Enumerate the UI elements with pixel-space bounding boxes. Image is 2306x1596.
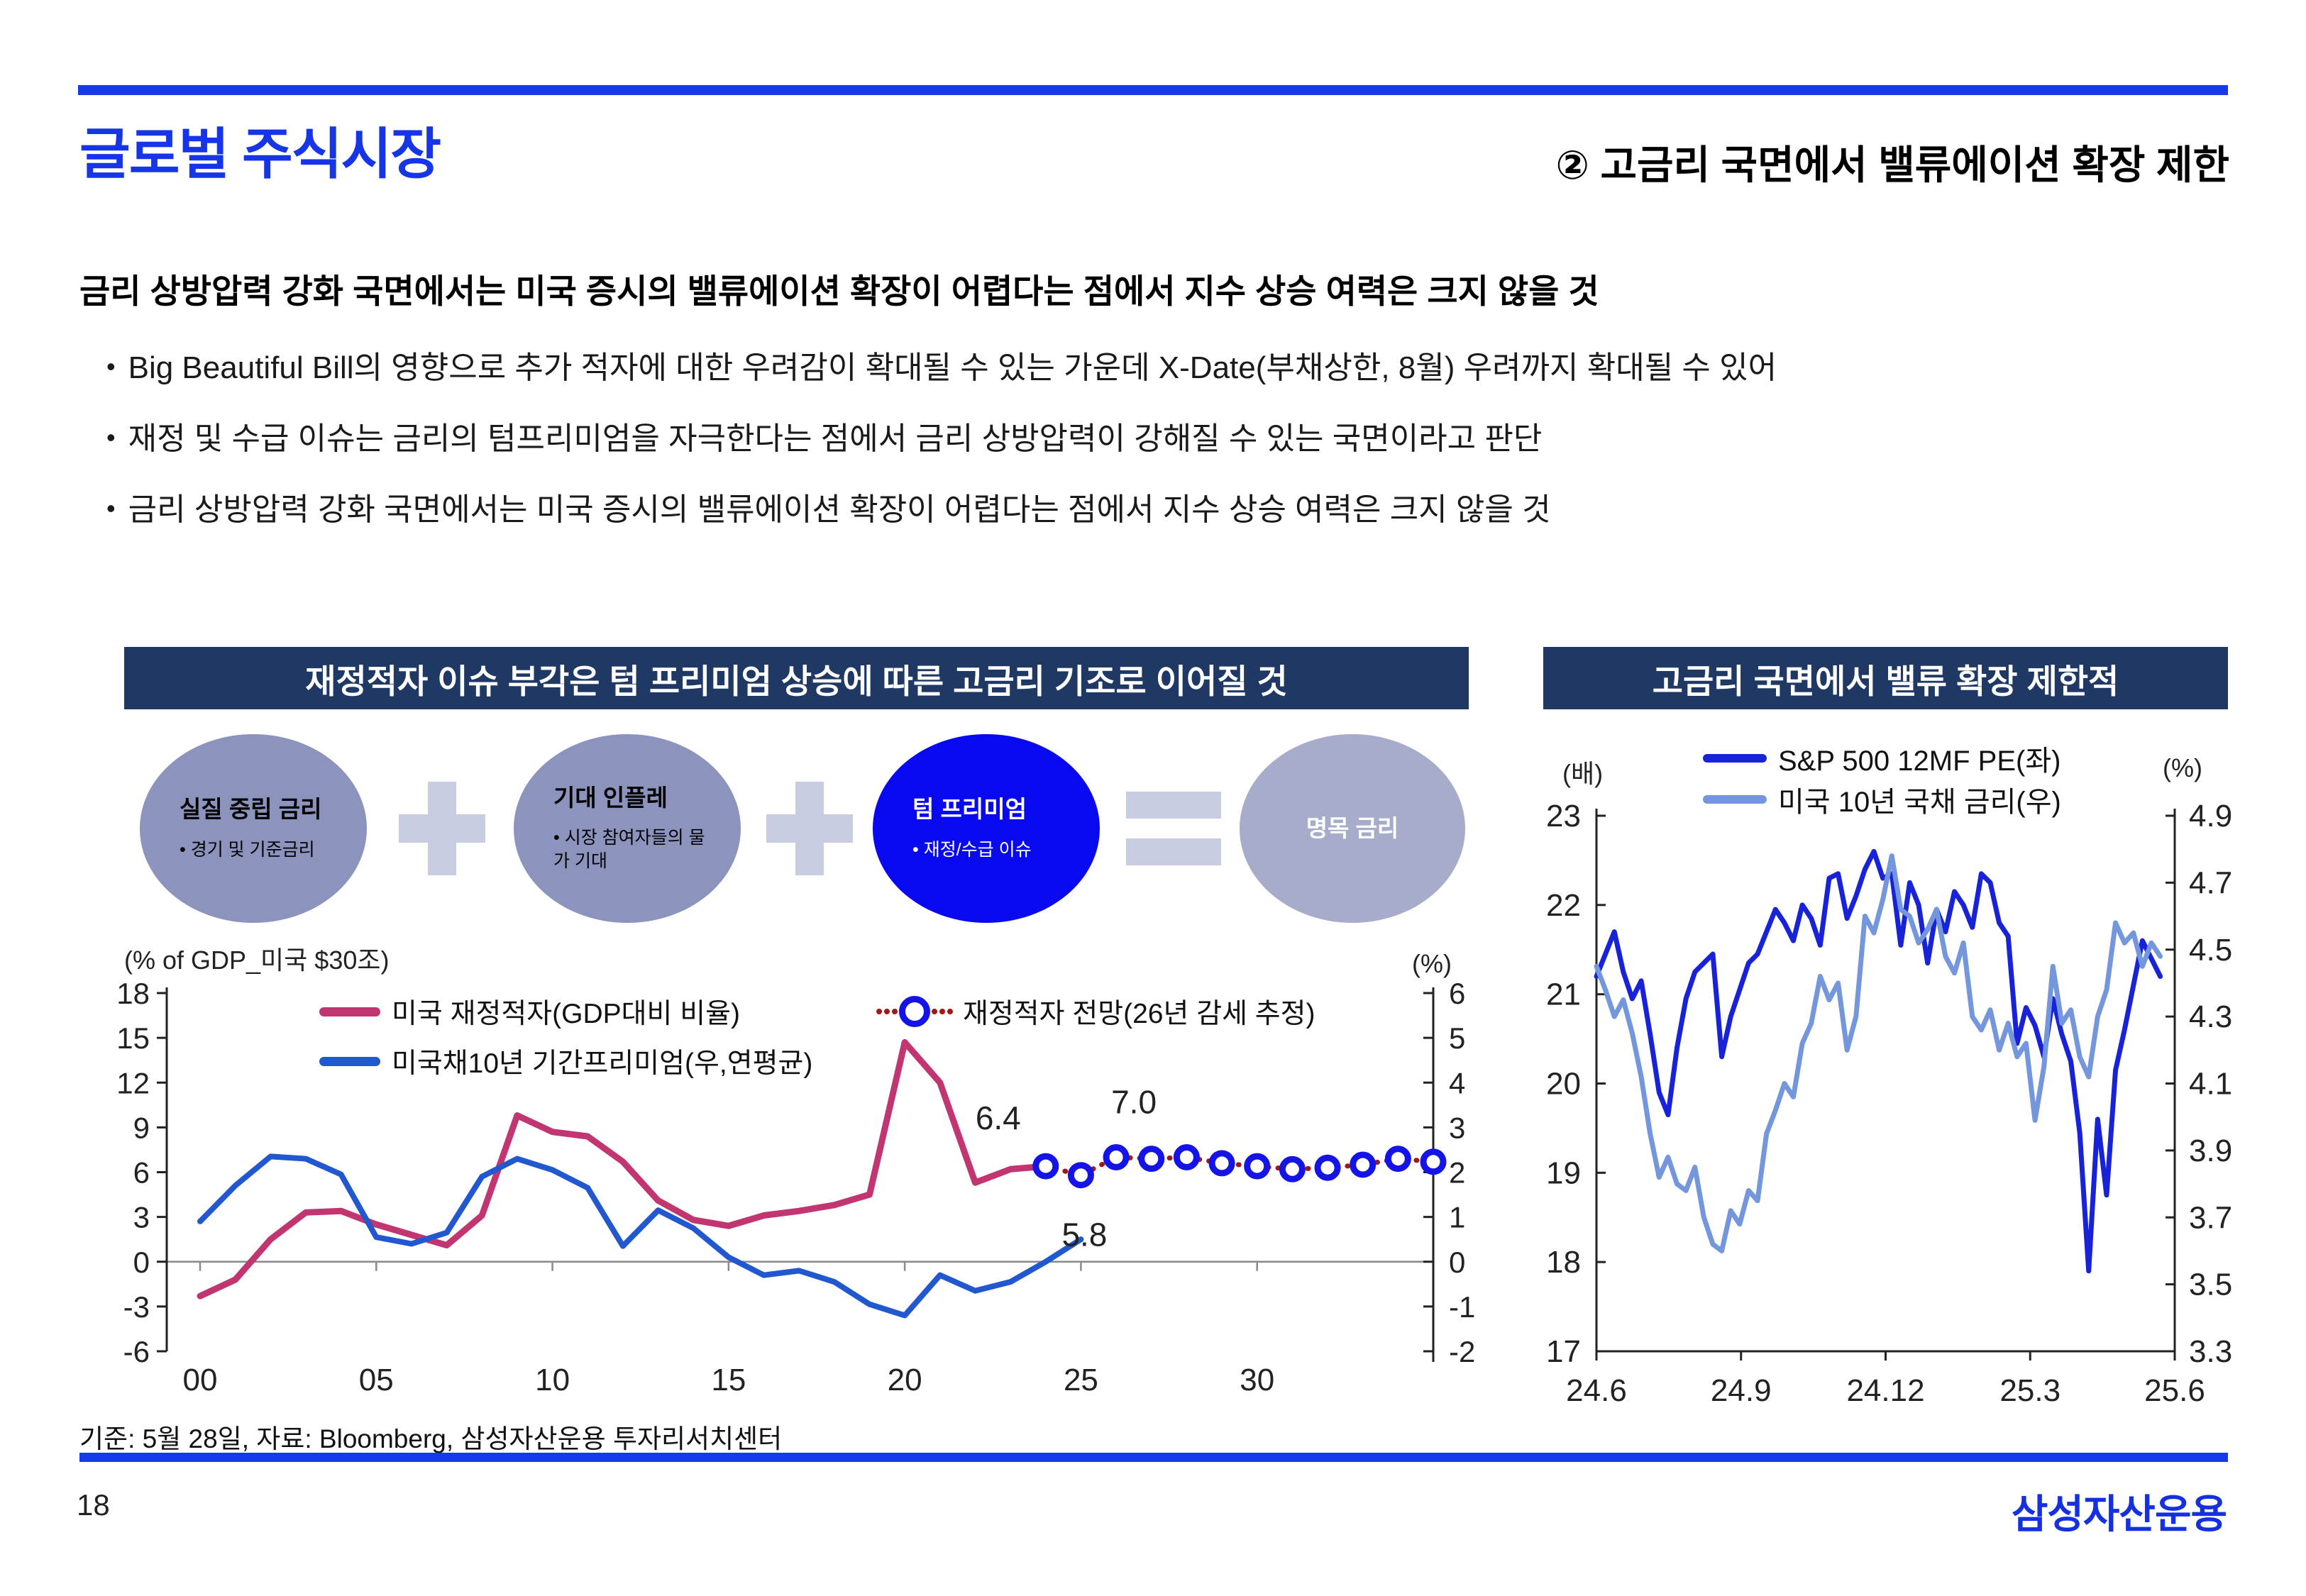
diagram-node-expected-inflation: 기대 인플레 • 시장 참여자들의 물가 기대 (514, 734, 741, 923)
svg-text:18: 18 (1546, 1245, 1581, 1280)
bullet-icon: • (106, 352, 116, 381)
svg-text:2: 2 (1449, 1156, 1465, 1190)
source-note: 기준: 5월 28일, 자료: Bloomberg, 삼성자산운용 투자리서치센… (79, 1424, 783, 1453)
svg-text:00: 00 (183, 1363, 218, 1397)
svg-text:-1: -1 (1449, 1290, 1475, 1324)
svg-text:19: 19 (1546, 1156, 1581, 1190)
svg-text:4: 4 (1449, 1066, 1465, 1099)
svg-text:18: 18 (116, 977, 150, 1010)
svg-text:7.0: 7.0 (1111, 1083, 1157, 1120)
plus-icon (399, 782, 485, 875)
section-subtitle: ② 고금리 국면에서 밸류에이션 확장 제한 (1555, 143, 2229, 187)
svg-text:20: 20 (1546, 1067, 1581, 1102)
pe-vs-rate-chart: 23 22 21 20 19 18 17 4.9 4.7 4.5 4.3 4.1 3.9 3.7 3.5 3.… (1546, 799, 2232, 1408)
plus-icon (766, 782, 853, 875)
bullet-icon: • (106, 494, 116, 523)
svg-text:15: 15 (711, 1363, 746, 1397)
svg-text:4.5: 4.5 (2189, 933, 2232, 968)
svg-text:4.1: 4.1 (2189, 1067, 2232, 1102)
legend-term-premium: 미국채10년 기간프리미엄(우,연평균) (319, 1041, 812, 1081)
svg-text:4.3: 4.3 (2189, 999, 2232, 1034)
company-logo: 삼성자산운용 (2011, 1492, 2227, 1536)
svg-text:25: 25 (1064, 1363, 1098, 1397)
right-panel-header: 고금리 국면에서 밸류 확장 제한적 (1543, 647, 2228, 709)
svg-text:6: 6 (133, 1156, 150, 1190)
deficit-line-swatch (319, 1007, 380, 1016)
svg-text:3.5: 3.5 (2189, 1268, 2232, 1302)
page-title: 글로벌 주식시장 (79, 123, 441, 185)
svg-text:23: 23 (1546, 799, 1581, 833)
svg-text:24.12: 24.12 (1846, 1373, 1924, 1408)
svg-text:3.7: 3.7 (2189, 1200, 2232, 1235)
bottom-divider (79, 1453, 2228, 1462)
svg-text:3.9: 3.9 (2189, 1134, 2232, 1168)
svg-text:-6: -6 (123, 1335, 150, 1368)
svg-text:30: 30 (1240, 1363, 1274, 1397)
svg-text:3: 3 (133, 1201, 150, 1234)
svg-text:5.8: 5.8 (1061, 1217, 1107, 1253)
summary-bullet-1: • Big Beautiful Bill의 영향으로 추가 적자에 대한 우려감이… (106, 350, 1777, 385)
svg-text:15: 15 (116, 1021, 150, 1055)
rate-line-swatch (1703, 795, 1767, 804)
summary-bullet-2: • 재정 및 수급 이슈는 금리의 텀프리미엄을 자극한다는 점에서 금리 상방압… (106, 421, 1543, 456)
svg-text:1: 1 (1449, 1201, 1465, 1234)
svg-text:22: 22 (1546, 888, 1581, 923)
page-number: 18 (77, 1488, 110, 1522)
left-chart-unit-left: (% of GDP_미국 $30조) (124, 946, 390, 975)
svg-text:25.6: 25.6 (2144, 1373, 2205, 1408)
svg-text:21: 21 (1546, 977, 1581, 1012)
legend-deficit: 미국 재정적자(GDP대비 비율) (319, 992, 740, 1031)
right-chart-unit-right: (%) (2163, 753, 2202, 782)
svg-text:3.3: 3.3 (2189, 1334, 2232, 1369)
svg-text:-2: -2 (1449, 1335, 1475, 1368)
left-chart-unit-right: (%) (1412, 949, 1452, 978)
svg-text:12: 12 (116, 1066, 150, 1099)
svg-text:17: 17 (1546, 1334, 1581, 1369)
svg-text:0: 0 (133, 1246, 150, 1279)
svg-text:24.9: 24.9 (1711, 1373, 1772, 1408)
diagram-node-real-neutral-rate: 실질 중립 금리 • 경기 및 기준금리 (140, 734, 367, 923)
svg-text:4.9: 4.9 (2189, 799, 2232, 833)
summary-bullet-3: • 금리 상방압력 강화 국면에서는 미국 증시의 밸류에이션 확장이 어렵다는 … (106, 492, 1551, 527)
top-divider (78, 85, 2228, 95)
legend-pe: S&P 500 12MF PE(좌) (1703, 738, 2060, 779)
pe-line-swatch (1703, 754, 1767, 763)
svg-text:-3: -3 (123, 1290, 150, 1324)
bullet-icon: • (106, 423, 116, 452)
svg-text:6.4: 6.4 (976, 1099, 1021, 1136)
diagram-node-term-premium: 텀 프리미엄 • 재정/수급 이슈 (873, 734, 1100, 923)
legend-rate: 미국 10년 국채 금리(우) (1703, 779, 2061, 820)
svg-text:4.7: 4.7 (2189, 865, 2232, 900)
svg-text:24.6: 24.6 (1566, 1373, 1627, 1408)
diagram-node-nominal-rate: 명목 금리 (1240, 734, 1465, 923)
forecast-swatch (876, 996, 953, 1027)
left-panel-header: 재정적자 이슈 부각은 텀 프리미엄 상승에 따른 고금리 기조로 이어질 것 (124, 647, 1469, 709)
svg-text:5: 5 (1449, 1021, 1465, 1055)
legend-forecast: 재정적자 전망(26년 감세 추정) (876, 992, 1315, 1031)
summary-headline: 금리 상방압력 강화 국면에서는 미국 증시의 밸류에이션 확장이 어렵다는 점… (79, 272, 1599, 310)
equals-icon (1126, 792, 1221, 865)
svg-text:3: 3 (1449, 1111, 1465, 1144)
svg-text:10: 10 (535, 1363, 570, 1397)
svg-text:20: 20 (888, 1363, 922, 1397)
svg-text:6: 6 (1449, 977, 1465, 1010)
term-premium-line-swatch (319, 1056, 380, 1066)
svg-text:05: 05 (359, 1363, 394, 1397)
svg-text:9: 9 (133, 1111, 150, 1144)
right-chart-unit-left: (배) (1562, 759, 1604, 788)
svg-text:25.3: 25.3 (1999, 1373, 2060, 1408)
svg-text:0: 0 (1449, 1246, 1465, 1279)
